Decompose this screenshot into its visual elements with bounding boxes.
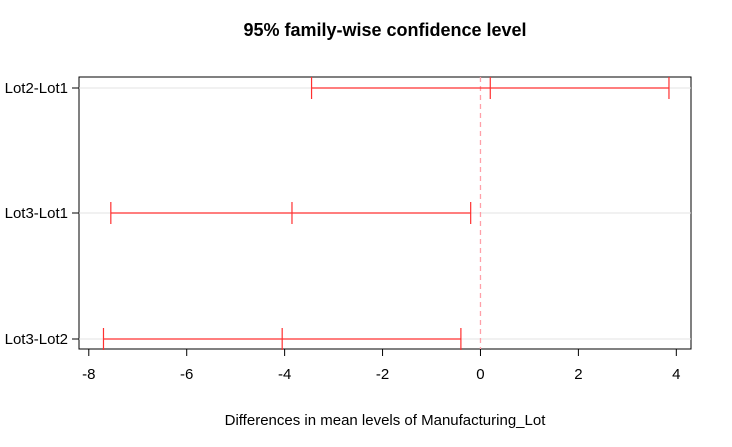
y-tick-label: Lot3-Lot2 — [5, 331, 68, 348]
interval-lot3-lot1 — [110, 202, 472, 224]
x-tick-label: 2 — [574, 366, 582, 383]
x-tick-label: -8 — [82, 366, 95, 383]
x-axis-label: Differences in mean levels of Manufactur… — [225, 412, 547, 429]
chart-title: 95% family-wise confidence level — [243, 20, 526, 40]
interval-lot3-lot2 — [102, 328, 462, 350]
intervals — [102, 77, 670, 350]
y-tick-label: Lot3-Lot1 — [5, 205, 68, 222]
x-tick-label: -6 — [180, 366, 193, 383]
y-axis: Lot2-Lot1 Lot3-Lot1 Lot3-Lot2 — [5, 80, 79, 348]
x-tick-label: -4 — [278, 366, 291, 383]
x-tick-label: 0 — [476, 366, 484, 383]
x-axis: -8 -6 -4 -2 0 2 4 — [82, 349, 680, 383]
x-tick-label: 4 — [672, 366, 680, 383]
y-tick-label: Lot2-Lot1 — [5, 80, 68, 97]
x-tick-label: -2 — [376, 366, 389, 383]
interval-lot2-lot1 — [310, 77, 670, 99]
